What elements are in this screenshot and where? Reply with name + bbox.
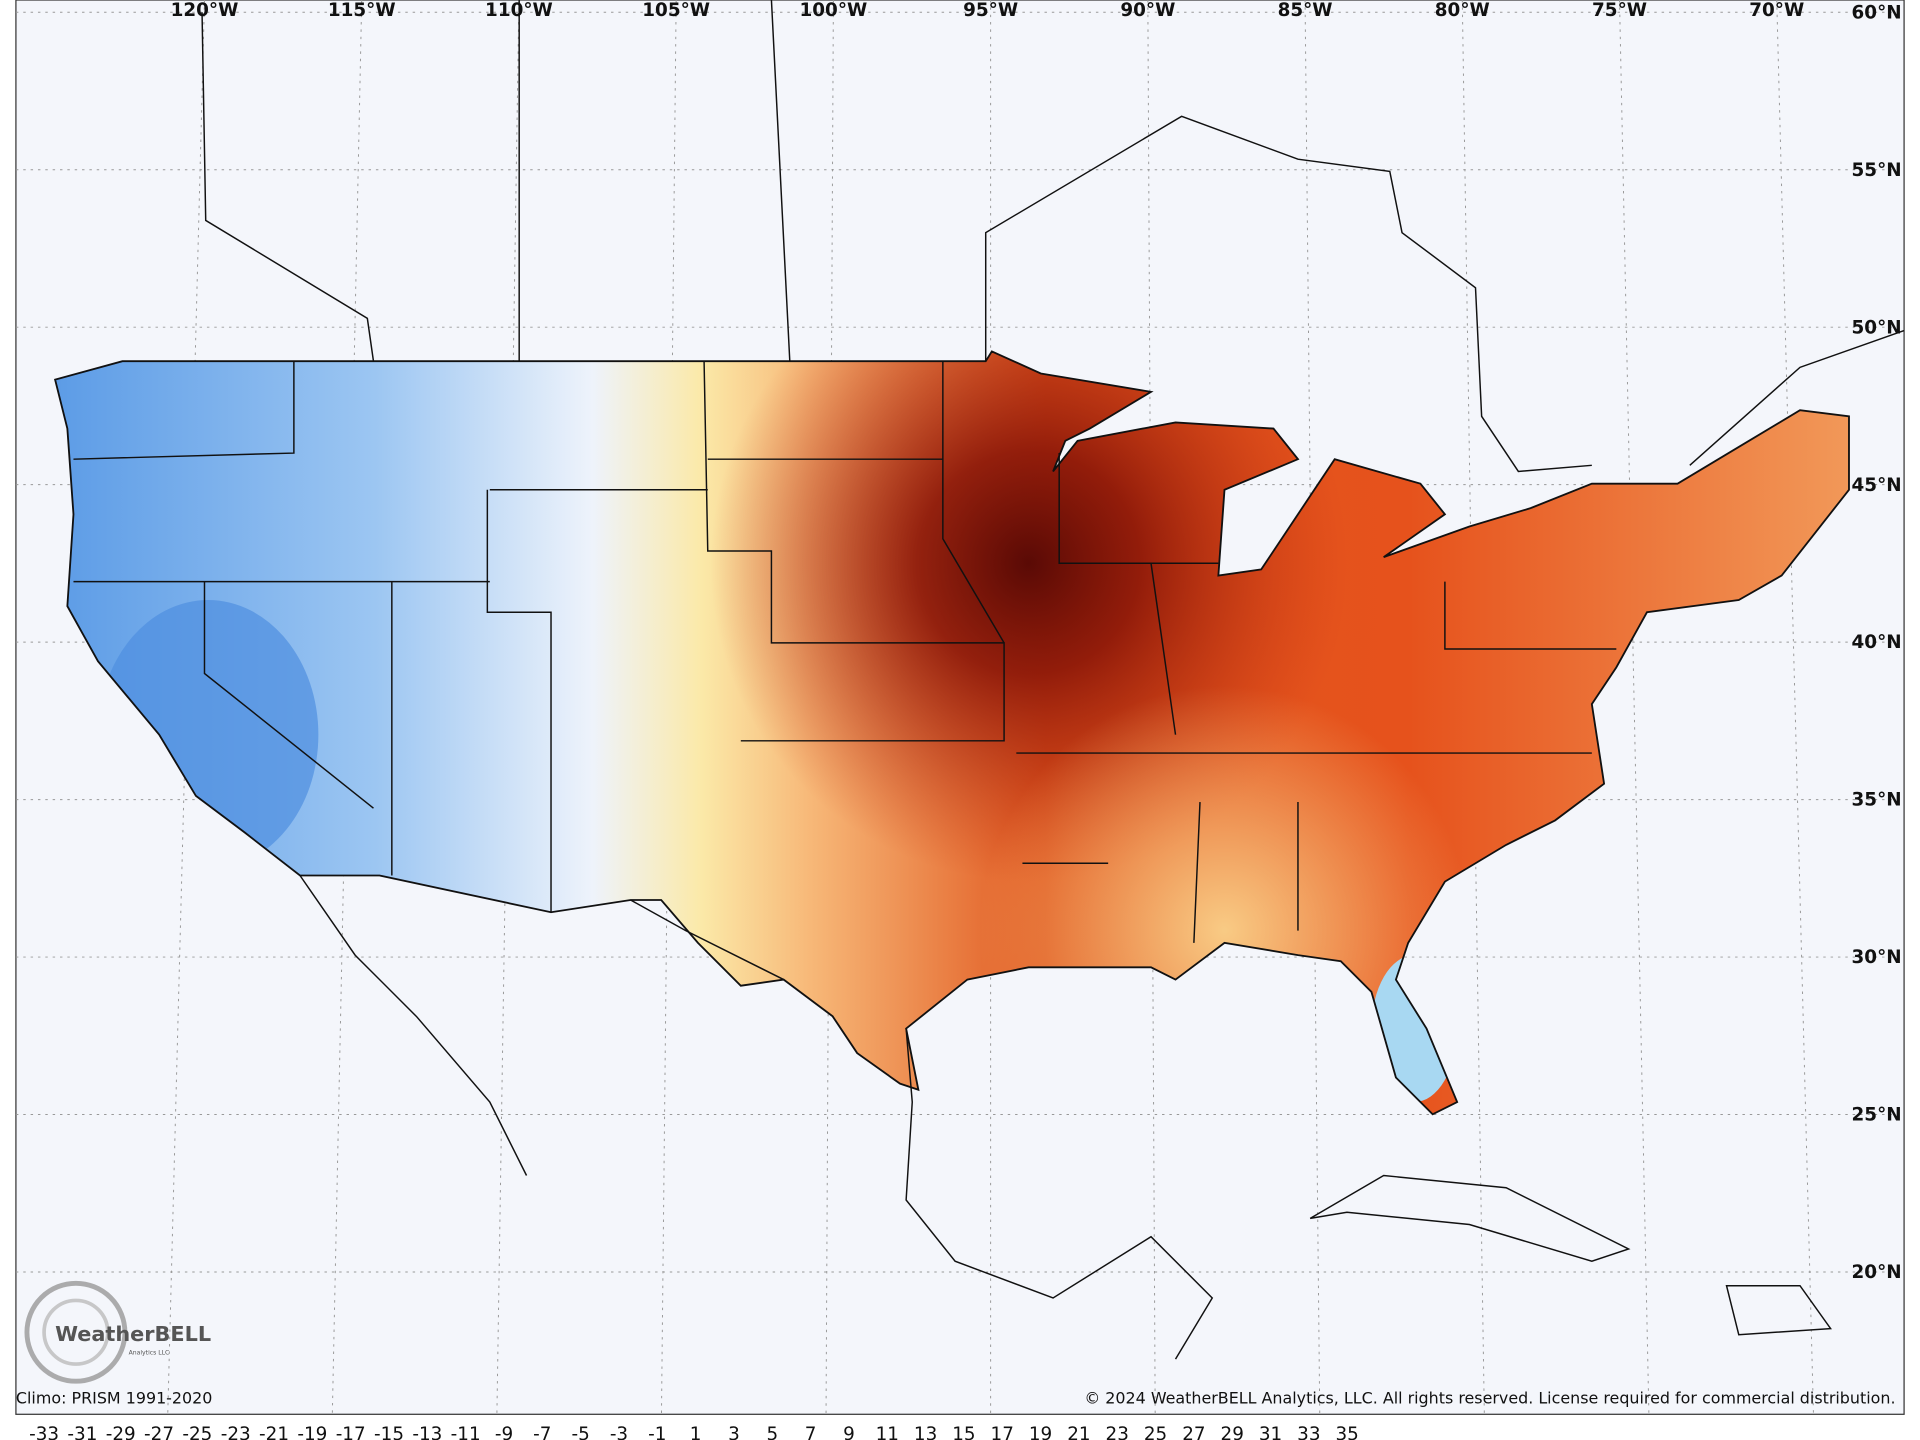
longitude-label: 75°W [1592, 0, 1647, 21]
colorbar-tick-label: -3 [610, 1424, 628, 1440]
copyright: © 2024 WeatherBELL Analytics, LLC. All r… [1084, 1388, 1895, 1407]
colorbar-tick-label: -7 [533, 1424, 551, 1440]
longitude-label: 105°W [642, 0, 710, 21]
colorbar-tick-label: 27 [1182, 1424, 1205, 1440]
colorbar-tick-label: 31 [1259, 1424, 1282, 1440]
colorbar-tick-label: -9 [495, 1424, 513, 1440]
longitude-label: 95°W [963, 0, 1018, 21]
colorbar-tick-label: -19 [297, 1424, 327, 1440]
logo: WeatherBELL Analytics LLC [24, 1280, 211, 1384]
colorbar: -33 -31 -29 -27 -25 -23 -21 -19 -17 -15 -13 -11 -9 -7… [29, 1424, 1359, 1440]
latitude-label: 55°N [1852, 160, 1902, 181]
colorbar-tick-label: -15 [374, 1424, 404, 1440]
colorbar-tick-label: -1 [648, 1424, 666, 1440]
colorbar-tick-label: -29 [106, 1424, 136, 1440]
latitude-label: 45°N [1852, 475, 1902, 496]
longitude-label: 80°W [1435, 0, 1490, 21]
axis-labels: 120°W 115°W 110°W 105°W 100°W 95°W 90°W 85°W 80°… [171, 0, 1902, 1283]
colorbar-tick-label: 17 [991, 1424, 1014, 1440]
colorbar-tick-label: 23 [1106, 1424, 1129, 1440]
colorbar-tick-label: 13 [914, 1424, 937, 1440]
latitude-label: 30°N [1852, 947, 1902, 968]
colorbar-tick-label: -23 [221, 1424, 251, 1440]
latitude-label: 35°N [1852, 790, 1902, 811]
colorbar-tick-label: 15 [952, 1424, 975, 1440]
longitude-label: 120°W [171, 0, 239, 21]
latitude-label: 25°N [1852, 1105, 1902, 1126]
longitude-label: 115°W [328, 0, 396, 21]
climo-note: Climo: PRISM 1991-2020 [16, 1388, 213, 1407]
colorbar-tick-label: -5 [571, 1424, 589, 1440]
colorbar-tick-label: -27 [144, 1424, 174, 1440]
longitude-label: 110°W [485, 0, 553, 21]
latitude-label: 20°N [1852, 1262, 1902, 1283]
colorbar-tick-label: 7 [805, 1424, 817, 1440]
colorbar-tick-label: -11 [451, 1424, 481, 1440]
latitude-label: 40°N [1852, 632, 1902, 653]
colorbar-tick-label: -31 [67, 1424, 97, 1440]
longitude-label: 70°W [1749, 0, 1804, 21]
colorbar-tick-label: -13 [412, 1424, 442, 1440]
colorbar-tick-label: 19 [1029, 1424, 1052, 1440]
borders [73, 0, 1905, 1360]
colorbar-tick-label: -25 [182, 1424, 212, 1440]
colorbar-tick-label: 25 [1144, 1424, 1167, 1440]
colorbar-tick-label: 21 [1067, 1424, 1090, 1440]
logo-tagline: Analytics LLC [129, 1349, 170, 1356]
latitude-label: 50°N [1852, 317, 1902, 338]
longitude-label: 90°W [1120, 0, 1175, 21]
meridian [1619, 0, 1650, 1415]
colorbar-tick-label: -17 [336, 1424, 366, 1440]
colorbar-tick-label: 9 [843, 1424, 855, 1440]
colorbar-tick-label: -21 [259, 1424, 289, 1440]
colorbar-tick-label: 33 [1297, 1424, 1320, 1440]
colorbar-tick-label: 1 [690, 1424, 702, 1440]
colorbar-tick-label: 3 [728, 1424, 740, 1440]
longitude-label: 100°W [800, 0, 868, 21]
longitude-label: 85°W [1278, 0, 1333, 21]
logo-name: WeatherBELL [55, 1322, 211, 1346]
colorbar-tick-label: 11 [876, 1424, 899, 1440]
colorbar-tick-label: 35 [1335, 1424, 1358, 1440]
latitude-label: 60°N [1852, 2, 1902, 23]
colorbar-tick-label: -33 [29, 1424, 59, 1440]
colorbar-tick-label: 5 [766, 1424, 778, 1440]
meridian [1776, 0, 1814, 1415]
colorbar-tick-label: 29 [1221, 1424, 1244, 1440]
